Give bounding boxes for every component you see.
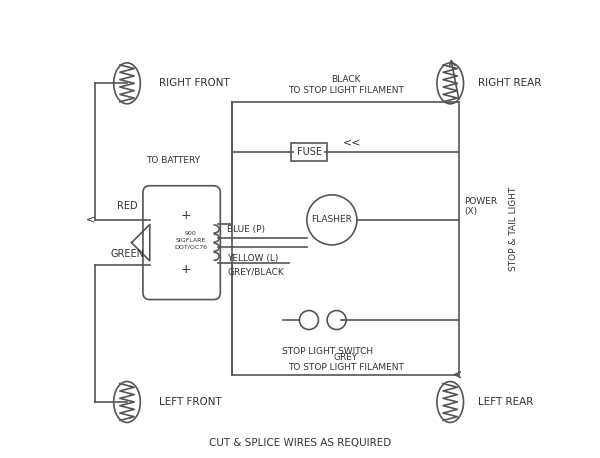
Text: LEFT FRONT: LEFT FRONT <box>159 397 221 407</box>
Text: FUSE: FUSE <box>296 147 322 157</box>
Text: FLASHER: FLASHER <box>311 215 352 224</box>
Text: BLACK
TO STOP LIGHT FILAMENT: BLACK TO STOP LIGHT FILAMENT <box>287 75 403 95</box>
Text: RIGHT FRONT: RIGHT FRONT <box>159 78 230 88</box>
Text: GREY/BLACK: GREY/BLACK <box>227 267 284 277</box>
Text: +: + <box>181 209 191 222</box>
Text: <<: << <box>343 137 362 147</box>
Text: <: < <box>86 215 95 225</box>
Text: STOP & TAIL LIGHT: STOP & TAIL LIGHT <box>509 187 518 271</box>
Text: GREEN: GREEN <box>110 249 144 259</box>
Text: POWER
(X): POWER (X) <box>464 196 497 216</box>
Text: RIGHT REAR: RIGHT REAR <box>478 78 541 88</box>
Text: GREY
TO STOP LIGHT FILAMENT: GREY TO STOP LIGHT FILAMENT <box>287 353 403 372</box>
Text: RED: RED <box>117 201 137 211</box>
Text: BLUE (P): BLUE (P) <box>227 224 265 234</box>
Text: STOP LIGHT SWITCH: STOP LIGHT SWITCH <box>282 347 373 356</box>
Text: +: + <box>181 263 191 277</box>
Text: TO BATTERY: TO BATTERY <box>146 156 200 165</box>
Text: CUT & SPLICE WIRES AS REQUIRED: CUT & SPLICE WIRES AS REQUIRED <box>209 438 391 448</box>
Text: LEFT REAR: LEFT REAR <box>478 397 533 407</box>
Text: 900
SIGFLARE
DOT/OC76: 900 SIGFLARE DOT/OC76 <box>174 231 208 250</box>
Text: YELLOW (L): YELLOW (L) <box>227 254 278 263</box>
